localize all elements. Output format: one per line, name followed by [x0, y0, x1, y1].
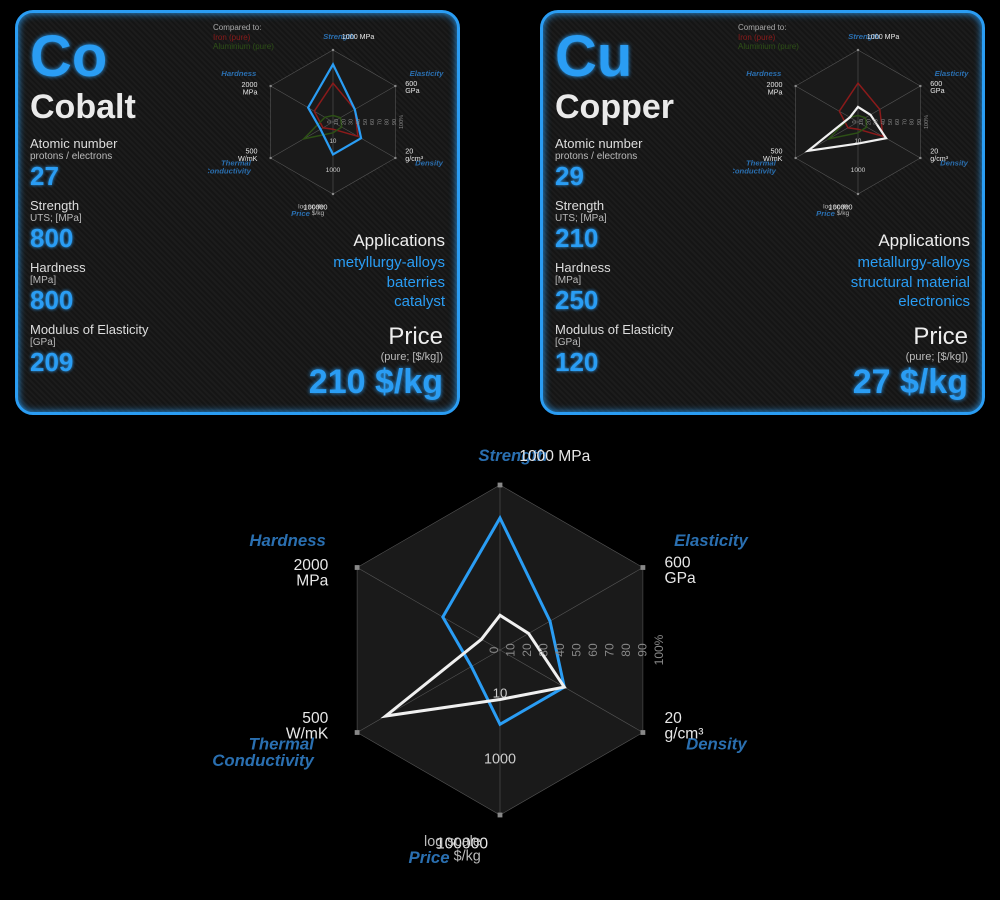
- svg-text:60: 60: [895, 119, 901, 125]
- price-value: 210 $/kg: [309, 363, 443, 402]
- price-block: Price(pure; [$/kg])210 $/kg: [309, 323, 443, 402]
- radar-axis-label: Elasticity: [935, 69, 969, 78]
- svg-text:10: 10: [855, 139, 862, 145]
- svg-text:20: 20: [866, 119, 872, 125]
- radar-max-label: 1000 MPa: [519, 448, 590, 465]
- svg-text:1000: 1000: [851, 167, 866, 174]
- legend-aluminium: Aluminium (pure): [738, 42, 799, 52]
- applications-block: Applicationsmetallurgy-alloysstructural …: [770, 231, 970, 312]
- svg-text:30: 30: [537, 643, 551, 657]
- radar-max-label: 2000MPa: [242, 81, 258, 96]
- radar-max-label: 1000 MPa: [867, 33, 900, 41]
- legend-iron: Iron (pure): [738, 33, 799, 43]
- radar-max-label: 20g/cm³: [405, 148, 423, 163]
- legend-aluminium: Aluminium (pure): [213, 42, 274, 52]
- svg-text:60: 60: [370, 119, 376, 125]
- application-item: metyllurgy-alloys: [245, 253, 445, 273]
- svg-text:0: 0: [487, 646, 501, 653]
- radar-axis-label: Elasticity: [410, 69, 444, 78]
- radar-axis-label: Hardness: [221, 69, 257, 78]
- radar-max-label: 20g/cm³: [664, 710, 703, 743]
- price-sub: (pure; [$/kg]): [309, 351, 443, 363]
- radar-max-label: 500W/mK: [763, 148, 783, 163]
- radar-max-label: 1000 MPa: [342, 33, 375, 41]
- application-item: catalyst: [245, 292, 445, 312]
- radar-axis-label: Hardness: [746, 69, 782, 78]
- svg-text:80: 80: [385, 119, 391, 125]
- svg-text:20: 20: [341, 119, 347, 125]
- price-header: Price: [309, 323, 443, 351]
- compare-legend: Compared to:Iron (pure)Aluminium (pure): [213, 23, 274, 52]
- svg-text:50: 50: [888, 119, 894, 125]
- applications-block: Applicationsmetyllurgy-alloysbaterriesca…: [245, 231, 445, 312]
- compare-legend: Compared to:Iron (pure)Aluminium (pure): [738, 23, 799, 52]
- svg-text:70: 70: [377, 119, 383, 125]
- radar-max-label: 20g/cm³: [930, 148, 948, 163]
- radar-axis-label: Hardness: [249, 531, 325, 550]
- svg-text:60: 60: [586, 643, 600, 657]
- radar-max-label: 500W/mK: [286, 710, 329, 743]
- svg-text:0: 0: [327, 120, 333, 123]
- legend-header: Compared to:: [738, 23, 799, 33]
- legend-iron: Iron (pure): [213, 33, 274, 43]
- radar-axis-label: Elasticity: [674, 531, 749, 550]
- svg-text:100%: 100%: [924, 115, 930, 129]
- svg-text:40: 40: [356, 119, 362, 125]
- svg-text:10: 10: [334, 119, 340, 125]
- svg-text:80: 80: [619, 643, 633, 657]
- price-block: Price(pure; [$/kg])27 $/kg: [853, 323, 968, 402]
- svg-text:40: 40: [553, 643, 567, 657]
- element-card-co: CoCobaltAtomic numberprotons / electrons…: [15, 10, 460, 415]
- price-value: 27 $/kg: [853, 363, 968, 402]
- svg-text:1000: 1000: [326, 167, 341, 174]
- svg-text:1000: 1000: [484, 751, 516, 767]
- svg-text:10: 10: [493, 685, 508, 700]
- svg-text:100%: 100%: [652, 634, 666, 665]
- radar-max-label: 500W/mK: [238, 148, 258, 163]
- radar-chart: Strength1000 MPaElasticity600GPaDensity2…: [200, 430, 800, 890]
- radar-max-label: 2000MPa: [767, 81, 783, 96]
- element-card-cu: CuCopperAtomic numberprotons / electrons…: [540, 10, 985, 415]
- applications-header: Applications: [245, 231, 445, 251]
- radar-max-label: 600GPa: [930, 80, 944, 95]
- svg-text:80: 80: [910, 119, 916, 125]
- svg-text:30: 30: [349, 119, 355, 125]
- svg-text:50: 50: [570, 643, 584, 657]
- svg-text:20: 20: [520, 643, 534, 657]
- svg-text:90: 90: [392, 119, 398, 125]
- radar-max-label: 600GPa: [405, 80, 419, 95]
- application-item: metallurgy-alloys: [770, 253, 970, 273]
- price-header: Price: [853, 323, 968, 351]
- radar-max-label: 2000MPa: [294, 557, 329, 590]
- application-item: baterries: [245, 273, 445, 293]
- svg-text:30: 30: [874, 119, 880, 125]
- svg-text:0: 0: [852, 120, 858, 123]
- svg-text:10: 10: [330, 139, 337, 145]
- svg-text:70: 70: [902, 119, 908, 125]
- legend-header: Compared to:: [213, 23, 274, 33]
- radar-max-label: 600GPa: [664, 555, 696, 588]
- svg-text:40: 40: [881, 119, 887, 125]
- application-item: electronics: [770, 292, 970, 312]
- svg-text:90: 90: [636, 643, 650, 657]
- price-sub: (pure; [$/kg]): [853, 351, 968, 363]
- svg-text:70: 70: [603, 643, 617, 657]
- svg-text:50: 50: [363, 119, 369, 125]
- svg-text:10: 10: [504, 643, 518, 657]
- svg-text:90: 90: [917, 119, 923, 125]
- svg-text:100%: 100%: [399, 115, 405, 129]
- application-item: structural material: [770, 273, 970, 293]
- applications-header: Applications: [770, 231, 970, 251]
- svg-text:10: 10: [859, 119, 865, 125]
